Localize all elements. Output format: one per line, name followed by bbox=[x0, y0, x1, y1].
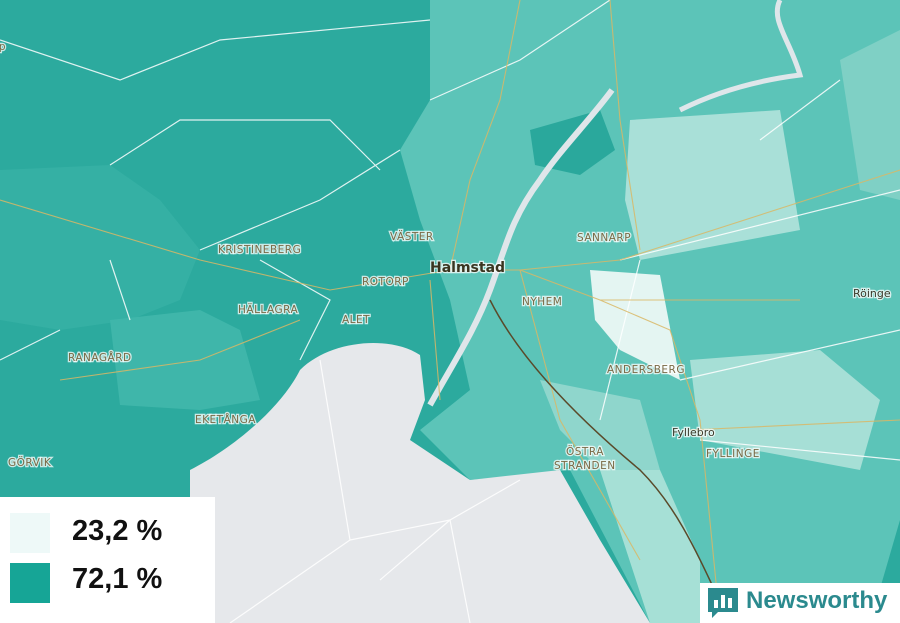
district-border bbox=[0, 0, 900, 461]
place-label: Halmstad bbox=[430, 260, 505, 276]
place-label: ANDERSBERG bbox=[607, 364, 685, 376]
region-light bbox=[600, 470, 700, 623]
place-label: SANNARP bbox=[577, 232, 631, 244]
logo-icon bbox=[708, 588, 738, 618]
region-lightest bbox=[590, 270, 680, 380]
river bbox=[427, 88, 615, 407]
place-label: ALET bbox=[342, 314, 370, 326]
river bbox=[678, 0, 804, 113]
logo-text: Newsworthy bbox=[746, 587, 888, 614]
legend: 23,2 % 72,1 % bbox=[0, 497, 215, 623]
region-light bbox=[540, 380, 660, 470]
region-light bbox=[625, 110, 800, 260]
place-label: KRISTINEBERG bbox=[218, 244, 301, 256]
place-label: NYHEM bbox=[522, 296, 562, 308]
place-label: Fyllebro bbox=[672, 426, 715, 439]
place-label: VÄSTER bbox=[390, 230, 434, 243]
sea bbox=[190, 343, 650, 623]
region bbox=[0, 165, 200, 330]
place-label: RANAGÅRD bbox=[68, 351, 132, 364]
legend-swatch bbox=[10, 513, 50, 553]
sea-border bbox=[229, 359, 521, 623]
place-label: STRANDEN bbox=[554, 460, 616, 472]
place-label: rp bbox=[0, 41, 6, 53]
region-light bbox=[840, 30, 900, 200]
place-label: GÖRVIK bbox=[8, 456, 52, 469]
region-light bbox=[690, 350, 880, 470]
place-label: ROTORP bbox=[362, 276, 409, 288]
region bbox=[110, 310, 260, 410]
legend-label: 23,2 % bbox=[72, 515, 163, 547]
logo: Newsworthy bbox=[700, 583, 900, 623]
legend-swatch bbox=[10, 563, 50, 603]
place-label: EKETÅNGA bbox=[195, 413, 256, 426]
railway bbox=[489, 299, 731, 623]
place-label: FYLLINGE bbox=[706, 448, 760, 460]
legend-label: 72,1 % bbox=[72, 563, 163, 595]
place-label: HÄLLAGRA bbox=[238, 303, 299, 316]
place-label: Röinge bbox=[853, 287, 891, 300]
place-label: ÖSTRA bbox=[566, 445, 604, 458]
